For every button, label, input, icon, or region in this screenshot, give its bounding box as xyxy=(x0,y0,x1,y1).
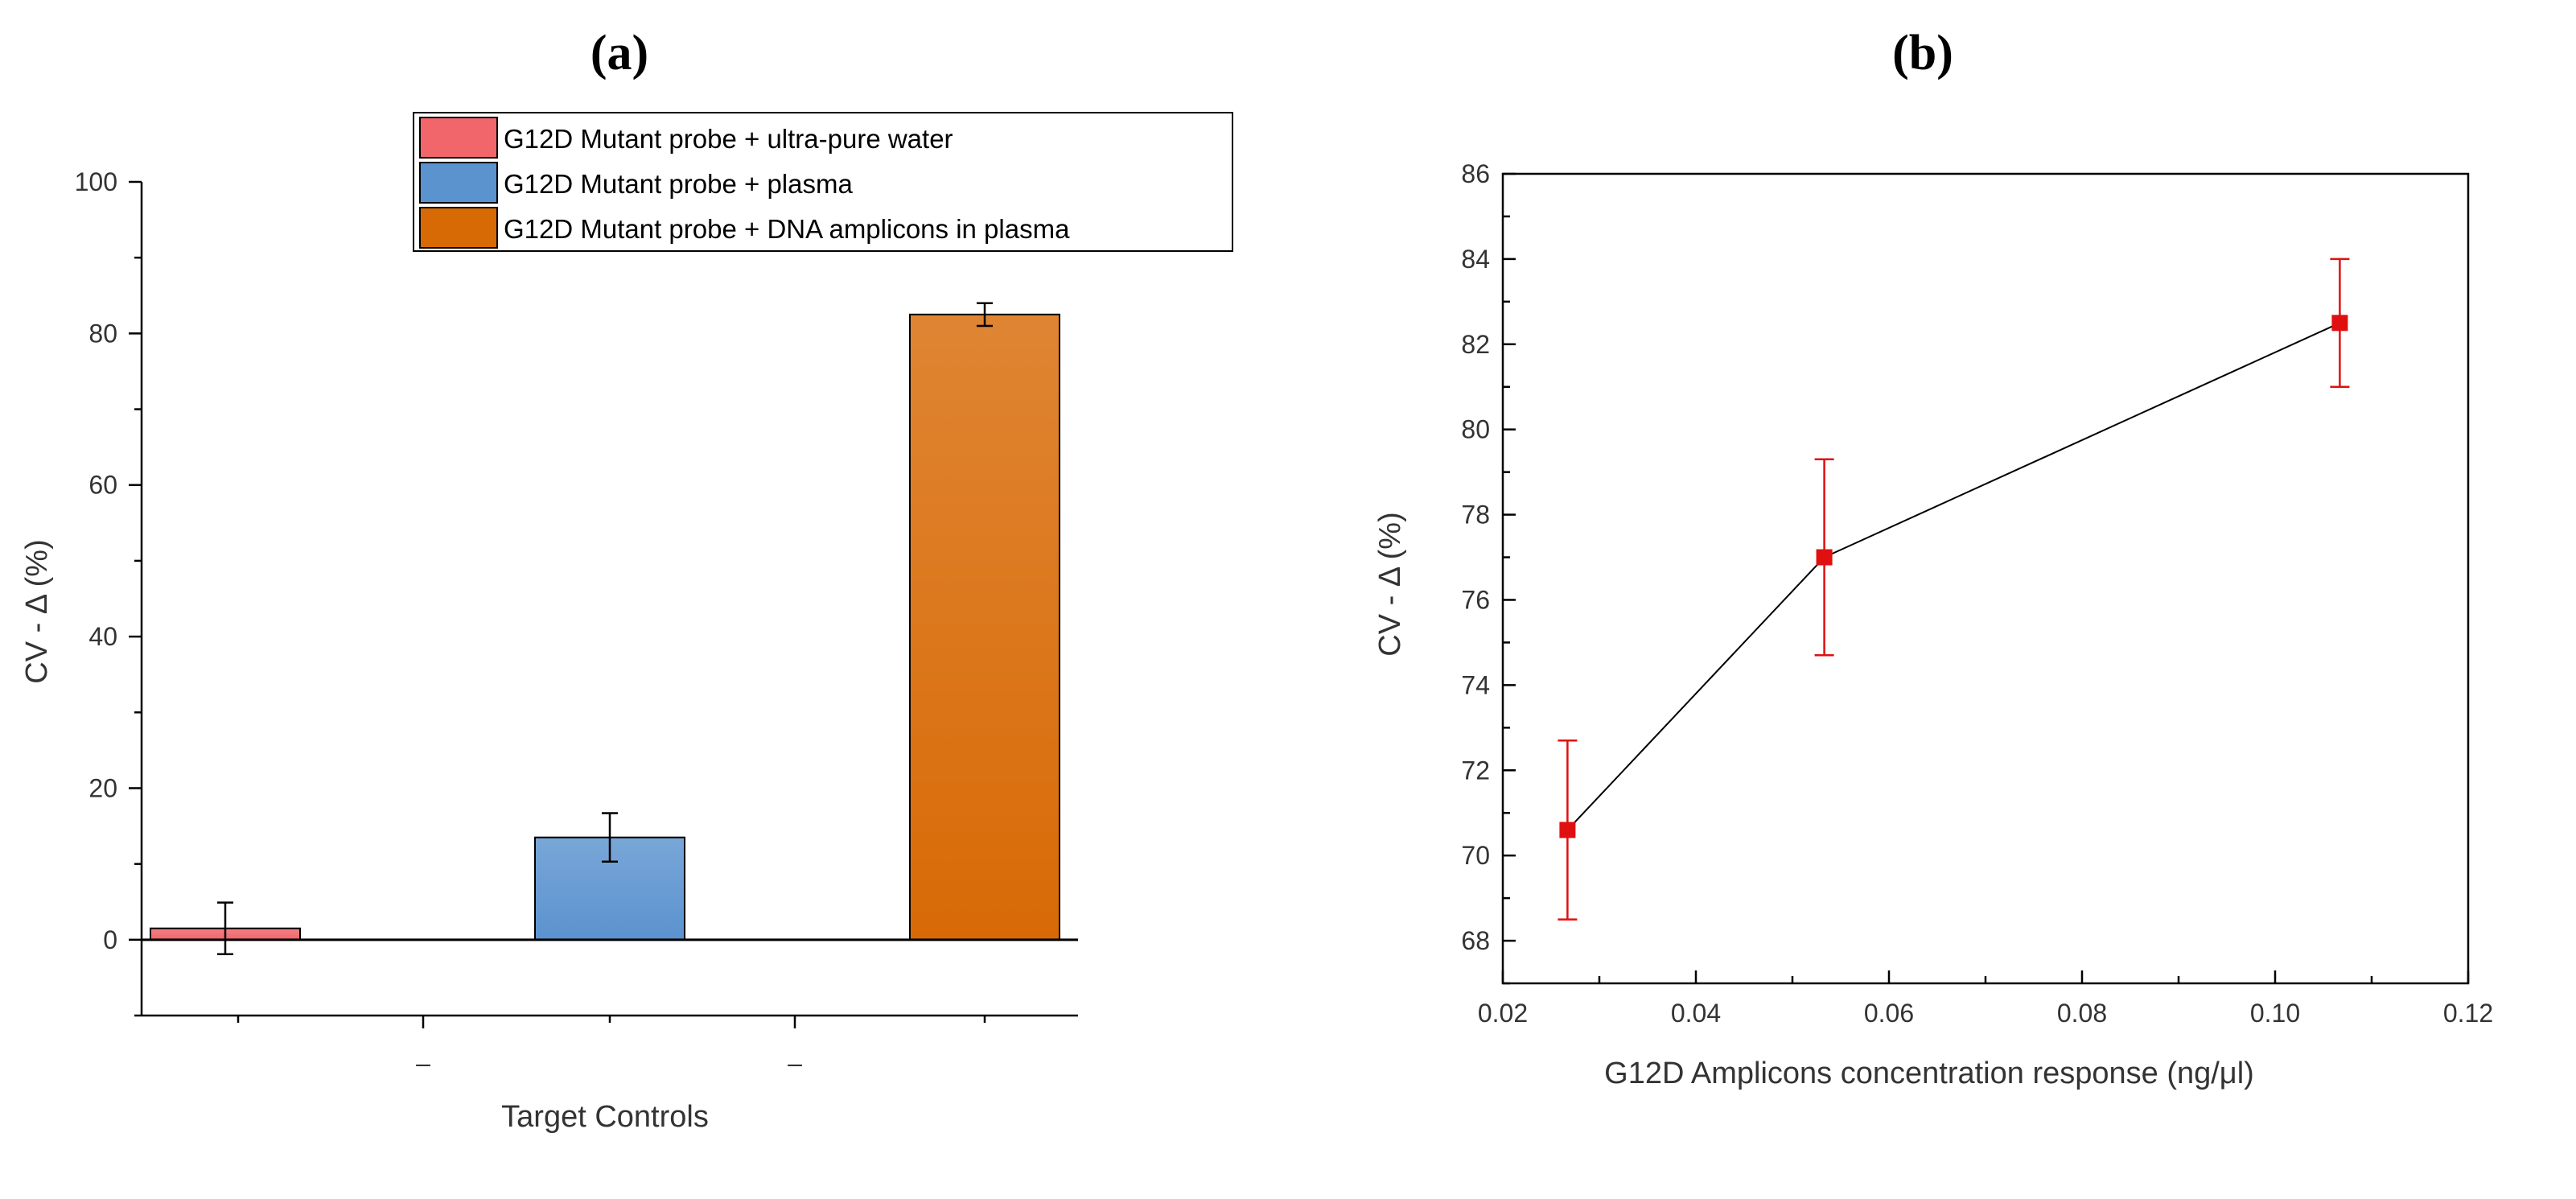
y-tick-label: 0 xyxy=(103,925,117,954)
legend-label-amplicons: G12D Mutant probe + DNA amplicons in pla… xyxy=(504,214,1070,244)
y-tick-label: 74 xyxy=(1461,670,1490,699)
y-tick-label: 100 xyxy=(75,167,117,196)
legend-frame xyxy=(413,112,1233,252)
chart-a-marks xyxy=(150,302,1060,955)
chart-b-xlabel: G12D Amplicons concentration response (n… xyxy=(1604,1057,2254,1090)
y-tick-label: 78 xyxy=(1461,501,1490,529)
y-tick-label: 70 xyxy=(1461,841,1490,870)
chart-b-ylabel: CV - Δ (%) xyxy=(1373,512,1407,657)
y-tick-label: 20 xyxy=(88,773,117,802)
y-tick-label: 80 xyxy=(88,319,117,348)
chart-a-ylabel: CV - Δ (%) xyxy=(20,539,54,684)
data-point-0 xyxy=(1559,822,1576,838)
y-tick-label: 86 xyxy=(1461,159,1490,188)
panel-label-b: (b) xyxy=(1892,26,1953,80)
x-tick-label: 0.10 xyxy=(2250,999,2300,1028)
y-tick-label: 40 xyxy=(88,622,117,651)
x-tick-label: 0.04 xyxy=(1671,999,1721,1028)
chart-b: 68 70 72 74 76 78 80 82 84 86 0.02 0.04 0.06 0.08 0.10… xyxy=(1373,159,2493,1090)
y-tick-label: 84 xyxy=(1461,245,1490,274)
legend-label-water: G12D Mutant probe + ultra-pure water xyxy=(504,124,953,154)
chart-a-xlabel: Target Controls xyxy=(501,1100,709,1134)
series-line xyxy=(1566,322,2340,831)
legend-swatch-water xyxy=(419,117,498,159)
y-tick-label: 82 xyxy=(1461,330,1490,359)
chart-b-marks xyxy=(1558,258,2350,921)
chart-b-axes: 68 70 72 74 76 78 80 82 84 86 0.02 0.04 0.06 0.08 0.10… xyxy=(1461,159,2493,1028)
x-tick-label: 0.12 xyxy=(2443,999,2493,1028)
legend-label-plasma: G12D Mutant probe + plasma xyxy=(504,169,853,199)
panel-label-a: (a) xyxy=(591,26,648,80)
plot-frame xyxy=(1501,172,2470,985)
chart-a: 0 20 40 60 80 100 – – Target Controls CV - Δ (%… xyxy=(20,112,1233,1134)
y-tick-label: 76 xyxy=(1461,585,1490,614)
x-tick-label: – xyxy=(788,1049,802,1077)
legend-swatch-plasma xyxy=(419,162,498,204)
y-tick-label: 80 xyxy=(1461,415,1490,444)
y-tick-label: 68 xyxy=(1461,926,1490,955)
y-tick-label: 72 xyxy=(1461,756,1490,785)
chart-a-legend: G12D Mutant probe + ultra-pure water G12… xyxy=(413,112,1233,252)
x-tick-label: 0.02 xyxy=(1478,999,1528,1028)
x-tick-label: 0.06 xyxy=(1864,999,1914,1028)
data-point-1 xyxy=(1816,549,1833,566)
y-tick-label: 60 xyxy=(88,471,117,500)
legend-swatch-amplicons xyxy=(419,207,498,249)
x-tick-label: 0.08 xyxy=(2057,999,2107,1028)
x-tick-label: – xyxy=(416,1049,430,1077)
data-point-2 xyxy=(2331,315,2348,332)
chart-a-axes: 0 20 40 60 80 100 – – xyxy=(75,167,1078,1077)
bar-2 xyxy=(909,313,1060,941)
